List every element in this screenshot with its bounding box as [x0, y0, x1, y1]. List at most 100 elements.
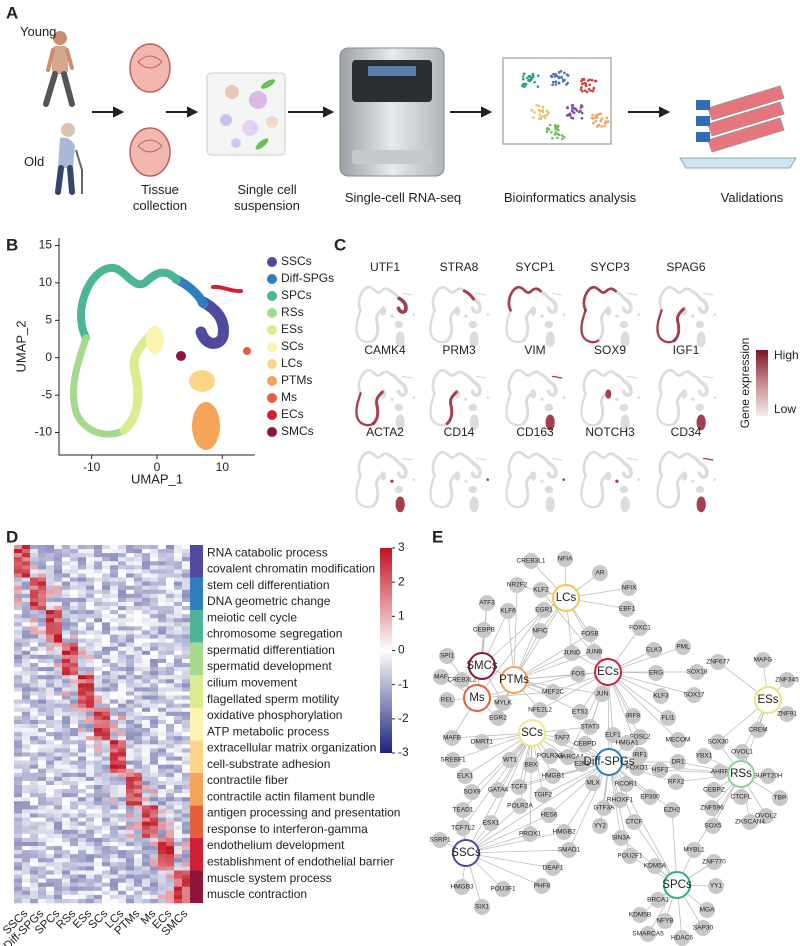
- heatmap-cell: [110, 658, 119, 664]
- heatmap-cell: [54, 837, 63, 843]
- x-tick-label: 0: [154, 460, 161, 474]
- heatmap-cell: [142, 825, 151, 831]
- heatmap-cell: [22, 768, 31, 774]
- heatmap-cell: [14, 671, 23, 676]
- heatmap-cell: [94, 695, 103, 700]
- heatmap-cell: [86, 886, 95, 892]
- heatmap-cell: [30, 772, 39, 778]
- heatmap-cell: [86, 793, 95, 798]
- heatmap-cell: [86, 707, 95, 713]
- tsne-dot: [554, 83, 558, 86]
- tsne-dot: [600, 117, 604, 120]
- heatmap-cell: [78, 618, 87, 623]
- heatmap-cell: [62, 756, 71, 761]
- heatmap-cell: [46, 886, 55, 892]
- heatmap-cell: [174, 577, 183, 582]
- heatmap-cell: [46, 772, 55, 778]
- heatmap-cell: [102, 825, 111, 831]
- heatmap-cell: [70, 756, 79, 761]
- heatmap-cell: [94, 699, 103, 704]
- go-term: extracellular matrix organization: [207, 741, 376, 755]
- gene-node: [734, 744, 750, 760]
- heatmap-cell: [38, 768, 47, 774]
- heatmap-cell: [182, 724, 191, 729]
- heatmap-cell: [70, 748, 79, 753]
- heatmap-cell: [174, 711, 183, 717]
- heatmap-cell: [78, 622, 87, 627]
- cell-cluster: [195, 296, 229, 349]
- heatmap-cell: [182, 565, 191, 570]
- heatmap-cell: [118, 715, 127, 721]
- heatmap-cell: [150, 821, 159, 827]
- heatmap-cell: [78, 553, 87, 558]
- heatmap-cell: [62, 760, 71, 765]
- heatmap-cell: [150, 752, 159, 757]
- gene-node: [619, 735, 635, 751]
- heatmap-cell: [118, 780, 127, 786]
- heatmap-cell: [182, 626, 191, 631]
- heatmap-cell: [70, 707, 79, 713]
- tsne-dot: [541, 106, 545, 109]
- heatmap-cell: [78, 581, 87, 586]
- heatmap-cell: [166, 585, 175, 591]
- heatmap-cell: [158, 601, 167, 607]
- tsne-dot: [535, 104, 538, 107]
- heatmap-cell: [46, 614, 55, 619]
- heatmap-cell: [142, 837, 151, 843]
- heatmap-cell: [126, 772, 135, 778]
- heatmap-cell: [134, 569, 143, 574]
- heatmap-cell: [62, 764, 71, 770]
- tsne-dot: [580, 116, 584, 120]
- heatmap-cell: [126, 719, 135, 725]
- heatmap-cell: [142, 785, 151, 790]
- heatmap-cell: [134, 703, 143, 709]
- heatmap-cell: [126, 581, 135, 586]
- heatmap-cell: [110, 545, 119, 550]
- heatmap-cell: [54, 728, 63, 733]
- gene-node: [574, 756, 590, 772]
- heatmap-cell: [182, 809, 191, 814]
- heatmap-cell: [62, 772, 71, 778]
- heatmap-cell: [62, 825, 71, 831]
- cell-cluster: [464, 397, 468, 401]
- heatmap-cell: [54, 825, 63, 831]
- heatmap-cell: [14, 874, 23, 879]
- tsne-dot: [590, 116, 594, 120]
- heatmap-cell: [118, 614, 127, 619]
- heatmap-cell: [70, 581, 79, 586]
- cell-cluster: [580, 474, 600, 509]
- heatmap-cell: [94, 776, 103, 782]
- heatmap-cell: [78, 561, 87, 566]
- heatmap-cell: [62, 833, 71, 839]
- gene-label: POLR2A: [507, 803, 533, 810]
- heatmap-cell: [46, 597, 55, 603]
- cell-cluster: [395, 331, 405, 348]
- heatmap-cell: [150, 809, 159, 814]
- heatmap-cell: [102, 553, 111, 558]
- heatmap-cell: [78, 642, 87, 648]
- heatmap-cell: [14, 601, 23, 607]
- heatmap-cell: [150, 577, 159, 582]
- heatmap-cell: [78, 687, 87, 692]
- gene-label: ZNF770: [702, 859, 726, 866]
- heatmap-cell: [174, 862, 183, 867]
- heatmap-cell: [118, 890, 127, 896]
- cell-cluster: [582, 450, 617, 477]
- heatmap-cell: [174, 752, 183, 757]
- gene-label: RFX2: [668, 779, 685, 786]
- tsne-dot: [521, 75, 525, 78]
- gene-label: ZNF677: [706, 659, 730, 666]
- cell-cluster: [390, 479, 394, 483]
- heatmap-cell: [102, 589, 111, 595]
- heatmap-cell: [182, 890, 191, 896]
- go-term: stem cell differentiation: [207, 578, 330, 592]
- heatmap-cell: [30, 780, 39, 786]
- cell-cluster: [605, 306, 612, 316]
- heatmap-cell: [38, 728, 47, 733]
- heatmap-cell: [126, 890, 135, 896]
- heatmap-cell: [30, 886, 39, 892]
- heatmap-cell: [78, 695, 87, 700]
- gene-node: [582, 626, 598, 642]
- heatmap-cell: [174, 601, 183, 607]
- heatmap-cell: [62, 744, 71, 749]
